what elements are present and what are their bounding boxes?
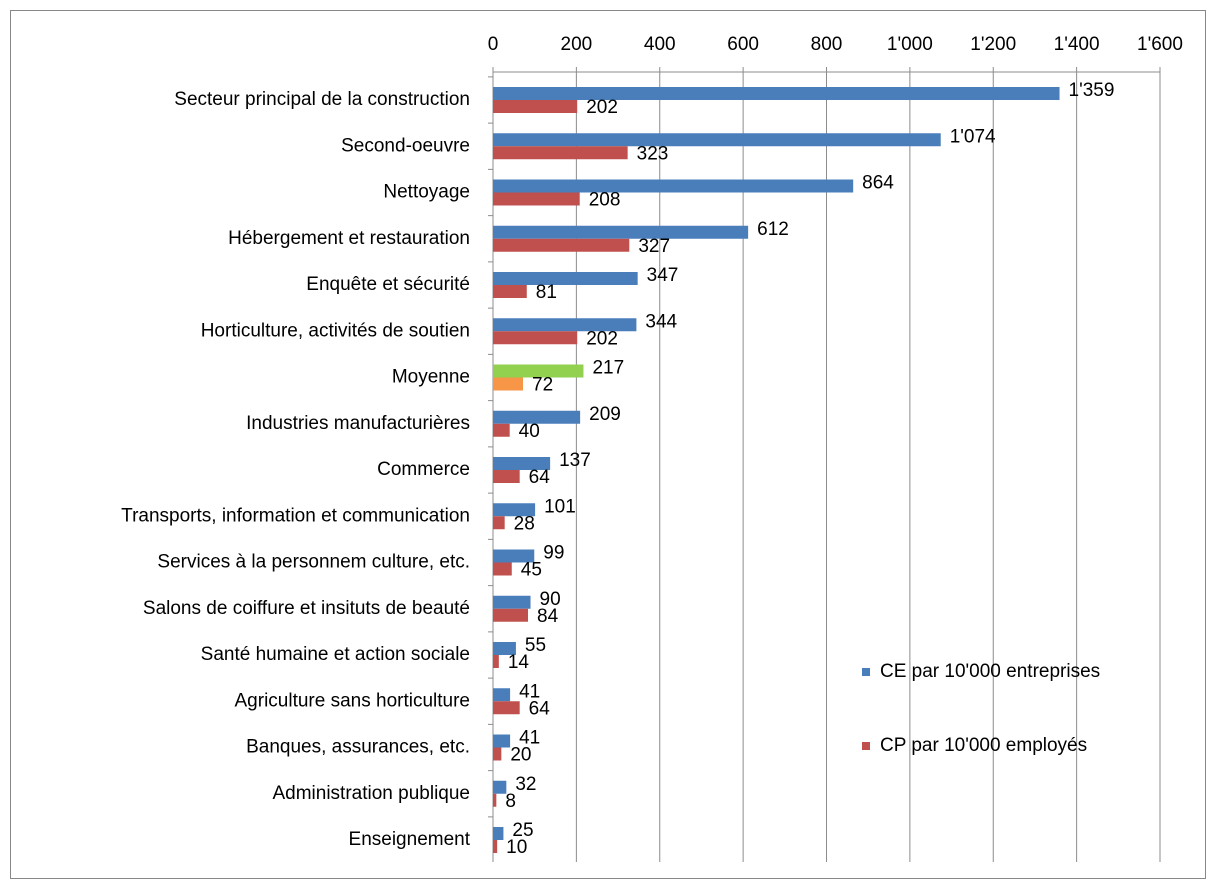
data-label: 28 [514,513,535,534]
bar [493,840,498,853]
bar [493,364,584,378]
bar [493,793,497,807]
x-tick-label: 800 [811,34,843,55]
bar [493,503,536,517]
bar [493,655,499,668]
y-tick-label: Horticulture, activités de soutien [201,320,470,341]
bar [493,595,531,609]
y-tick-label: Hébergement et restauration [228,228,470,249]
data-label: 323 [637,143,669,164]
legend-label: CP par 10'000 employés [880,735,1087,756]
legend-swatch [862,668,870,676]
data-label: 10 [506,837,527,858]
legend-label: CE par 10'000 entreprises [880,661,1100,682]
bar [493,377,524,391]
y-tick-label: Industries manufacturières [246,413,470,434]
y-tick-label: Moyenne [392,367,470,388]
y-tick-label: Nettoyage [383,182,470,203]
bar [493,701,520,715]
bar [493,423,510,437]
y-tick-label: Second-oeuvre [341,135,470,156]
bar [493,747,502,761]
x-tick-label: 1'000 [887,34,933,55]
data-label: 32 [515,774,536,795]
data-label: 72 [532,375,553,396]
y-tick-label: Salons de coiffure et insituts de beauté [143,598,470,619]
bar [493,318,637,332]
data-label: 202 [586,328,618,349]
data-label: 41 [519,728,540,749]
y-tick-label: Transports, information et communication [121,505,470,526]
bar [493,192,580,206]
bar [493,457,551,470]
bar [493,146,628,160]
data-label: 90 [540,589,561,610]
data-label: 327 [638,236,670,257]
data-label: 209 [589,404,621,425]
data-label: 137 [559,450,591,471]
y-tick-label: Banques, assurances, etc. [246,737,470,758]
bar [493,87,1060,100]
bar [493,272,638,285]
data-label: 14 [508,652,530,673]
bar [493,100,578,113]
x-tick-label: 1'600 [1137,34,1183,55]
y-tick-label: Administration publique [272,783,470,804]
y-tick-label: Enquête et sécurité [306,274,470,295]
y-tick-label: Santé humaine et action sociale [201,644,470,665]
data-label: 55 [525,635,546,656]
x-tick-label: 200 [561,34,593,55]
bar [493,331,578,345]
data-label: 41 [519,681,540,702]
x-tick-label: 0 [488,34,499,55]
bar [493,642,516,655]
data-label: 20 [510,745,531,766]
data-label: 8 [505,791,516,812]
data-label: 84 [537,606,559,627]
bar [493,410,581,424]
data-label: 344 [645,311,677,332]
x-tick-label: 1'400 [1054,34,1100,55]
data-label: 612 [757,219,789,240]
y-tick-label: Enseignement [349,829,471,850]
bar [493,285,527,298]
x-tick-label: 600 [727,34,759,55]
bar [493,562,512,576]
data-label: 40 [519,421,540,442]
bar [493,470,520,483]
data-label: 101 [544,496,576,517]
x-tick-label: 400 [644,34,676,55]
data-label: 81 [536,282,557,303]
data-label: 25 [512,820,533,841]
data-label: 202 [586,97,618,118]
data-label: 217 [592,358,624,379]
legend-swatch [862,742,870,750]
data-label: 347 [647,265,679,286]
bar [493,516,505,530]
x-tick-label: 1'200 [970,34,1016,55]
data-label: 45 [521,560,542,581]
data-label: 864 [862,173,894,194]
bar [493,133,941,147]
data-label: 1'074 [950,126,996,147]
data-label: 208 [589,190,621,211]
bar [493,225,749,239]
data-label: 1'359 [1069,80,1115,101]
y-tick-label: Agriculture sans horticulture [235,690,471,711]
bar [493,238,630,252]
y-tick-label: Commerce [377,459,470,480]
data-label: 64 [529,698,551,719]
bar [493,608,529,622]
bar [493,827,504,840]
bar [493,688,511,702]
y-tick-label: Secteur principal de la construction [174,89,470,110]
bar [493,734,511,748]
bar [493,780,507,794]
data-label: 99 [543,543,564,564]
y-tick-label: Services à la personnem culture, etc. [157,552,470,573]
bar [493,549,535,563]
data-label: 64 [529,467,551,488]
bar [493,179,854,193]
